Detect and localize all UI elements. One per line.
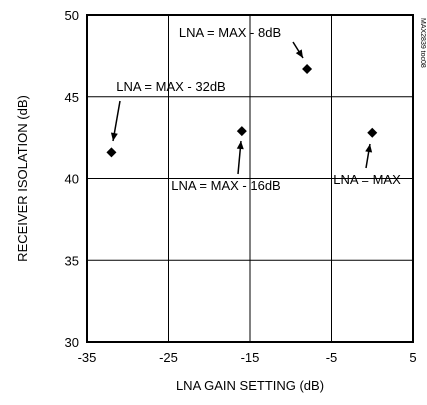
point-annotation: LNA = MAX - 32dB [116, 79, 225, 94]
data-point [106, 147, 117, 158]
annotation-arrow-head [365, 144, 373, 153]
y-axis-title: RECEIVER ISOLATION (dB) [15, 95, 30, 262]
data-point [302, 63, 313, 74]
grid [87, 15, 413, 342]
point-annotation: LNA = MAX [333, 172, 401, 187]
x-tick-label: -5 [326, 350, 338, 365]
annotation-arrow-head [295, 49, 303, 58]
annotations: LNA = MAX - 32dB LNA = MAX - 16dB LNA = MA… [110, 25, 401, 193]
figure-id: MAX2839 toc08 [419, 18, 426, 68]
point-annotation: LNA = MAX - 8dB [179, 25, 281, 40]
x-tick-label: -15 [241, 350, 260, 365]
data-points [106, 63, 378, 158]
x-axis-title: LNA GAIN SETTING (dB) [176, 378, 324, 393]
x-tick-label: -25 [159, 350, 178, 365]
tick-labels: -35 -25 -15 -5 5 30 35 40 45 50 [65, 8, 417, 365]
x-tick-label: 5 [409, 350, 416, 365]
plot-frame [86, 14, 414, 343]
annotation-arrow-head [236, 141, 244, 150]
x-tick-label: -35 [78, 350, 97, 365]
y-tick-label: 50 [65, 8, 79, 23]
y-tick-label: 40 [65, 172, 79, 187]
y-tick-label: 35 [65, 253, 79, 268]
annotation-arrow-head [110, 132, 118, 141]
y-tick-label: 45 [65, 90, 79, 105]
data-point [236, 126, 247, 137]
point-annotation: LNA = MAX - 16dB [171, 178, 280, 193]
y-tick-label: 30 [65, 335, 79, 350]
data-point [367, 127, 378, 138]
